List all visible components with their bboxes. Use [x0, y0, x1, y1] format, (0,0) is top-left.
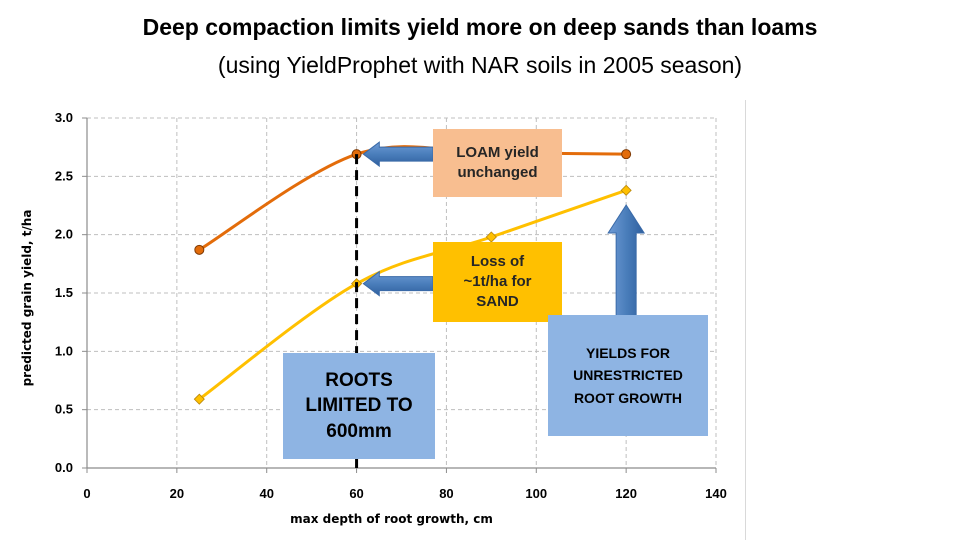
x-tick-label: 20	[170, 486, 184, 501]
y-tick-label: 1.5	[55, 285, 73, 300]
unrestricted-callout-line1: YIELDS FOR	[585, 344, 670, 361]
y-axis-title: predicted grain yield, t/ha	[20, 210, 34, 387]
series-1	[194, 145, 632, 255]
arrows	[362, 141, 646, 321]
loam-callout-line1: LOAM yield	[456, 143, 539, 161]
sand-callout-line3: SAND	[476, 293, 519, 311]
sand-callout: Loss of ~1t/ha for SAND	[433, 242, 562, 322]
y-tick-label: 0.5	[55, 402, 73, 417]
series-2-point	[193, 393, 205, 405]
unrestricted-callout: YIELDS FOR UNRESTRICTED ROOT GROWTH	[548, 315, 708, 436]
roots-callout: ROOTS LIMITED TO 600mm	[283, 353, 435, 459]
series-2-point	[620, 184, 632, 196]
y-tick-label: 2.0	[55, 227, 73, 242]
x-tick-label: 60	[349, 486, 363, 501]
unrestricted-arrow	[607, 204, 646, 321]
y-tick-label: 2.5	[55, 168, 73, 183]
roots-callout-line1: ROOTS	[325, 369, 393, 391]
series-1-point	[621, 149, 632, 160]
y-tick-label: 0.0	[55, 460, 73, 475]
unrestricted-callout-line3: ROOT GROWTH	[573, 389, 683, 406]
roots-callout-line3: 600mm	[326, 420, 392, 442]
roots-callout-line2: LIMITED TO	[305, 395, 413, 417]
x-axis-title: max depth of root growth, cm	[290, 512, 493, 526]
sand-callout-line1: Loss of	[470, 252, 525, 270]
sand-callout-line2: ~1t/ha for	[463, 272, 532, 290]
page-title: Deep compaction limits yield more on dee…	[142, 14, 818, 40]
y-tick-label: 3.0	[55, 110, 73, 125]
series-1-point	[194, 244, 205, 255]
loam-callout: LOAM yield unchanged	[433, 129, 562, 197]
series-2-point	[485, 231, 497, 243]
x-tick-label: 0	[83, 486, 90, 501]
series-2-line	[198, 188, 627, 401]
unrestricted-callout-line2: UNRESTRICTED	[573, 367, 683, 384]
y-tick-label: 1.0	[55, 343, 73, 358]
loam-callout-line2: unchanged	[457, 164, 538, 181]
x-tick-label: 80	[439, 486, 453, 501]
x-tick-label: 100	[525, 486, 547, 501]
sand-arrow	[362, 270, 434, 297]
axes	[82, 117, 717, 473]
x-tick-label: 140	[705, 486, 727, 501]
tick-labels: 0.0 0.5 1.0 1.5 2.0 2.5 3.0 0 20 40 60 80 100 120 140 m…	[20, 110, 727, 526]
x-tick-label: 40	[259, 486, 273, 501]
x-tick-label: 120	[615, 486, 637, 501]
page-subtitle: (using YieldProphet with NAR soils in 20…	[217, 52, 743, 78]
